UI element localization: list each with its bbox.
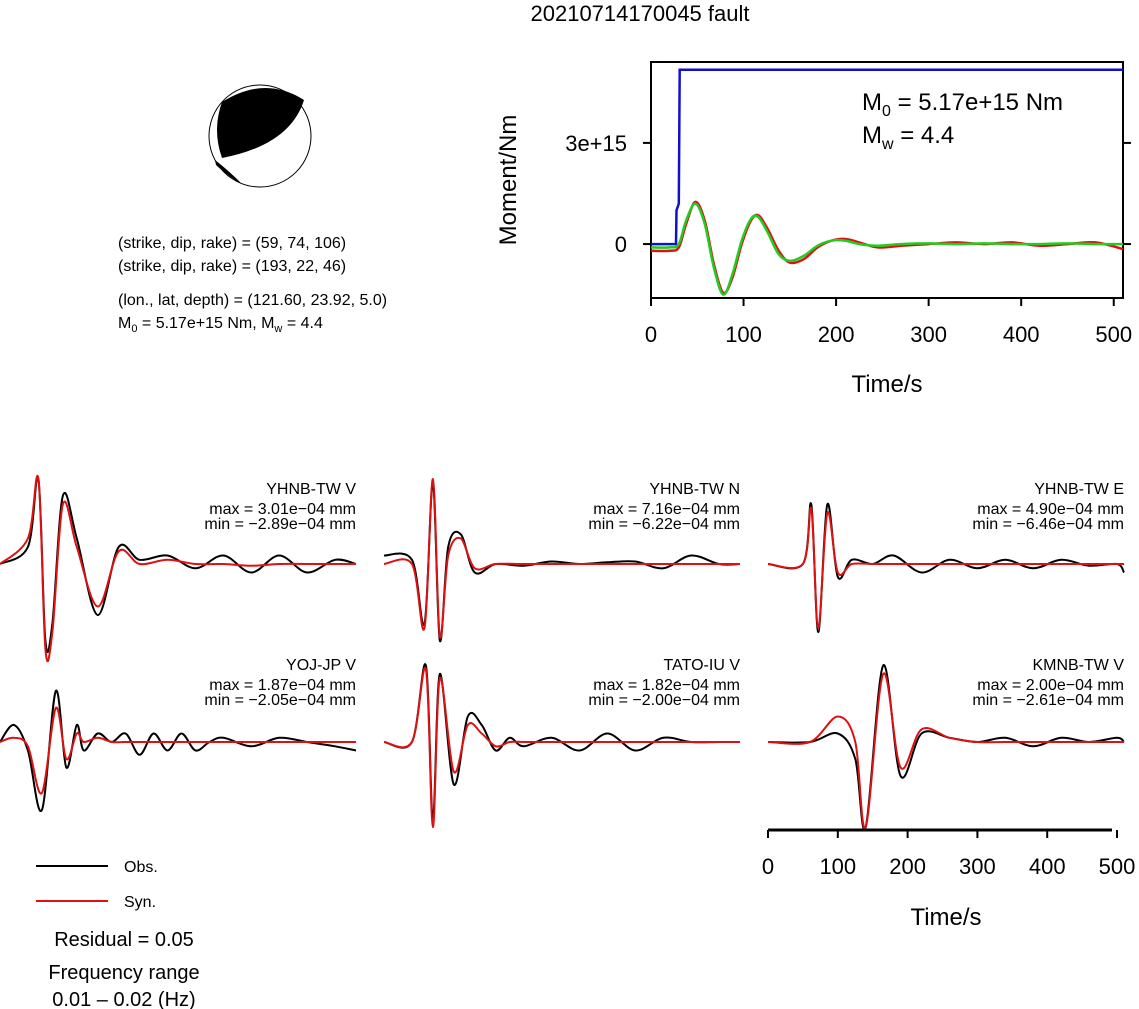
frequency-range-value: 0.01 – 0.02 (Hz): [52, 989, 195, 1009]
moment-y-axis: 0 3e+15: [565, 131, 1131, 257]
moment-x-tick-label: 0: [645, 322, 657, 347]
synthetic-waveform: [383, 477, 740, 639]
station-min: min = −2.00e−04 mm: [588, 692, 740, 709]
waveform-x-tick-label: 0: [762, 854, 774, 879]
waveform-x-tick-label: 100: [819, 854, 856, 879]
moment-x-tick-label: 500: [1095, 322, 1132, 347]
synthetic-waveform: [767, 506, 1124, 629]
legend: Obs. Syn.: [36, 859, 158, 911]
moment-m0-label: M0 = 5.17e+15 Nm: [862, 89, 1063, 120]
legend-obs-label: Obs.: [124, 859, 158, 876]
station-max: max = 3.01e−04 mm: [209, 501, 356, 518]
waveform-x-axis-label: Time/s: [910, 904, 981, 931]
observed-waveform: [767, 664, 1125, 831]
location-text: (lon., lat, depth) = (121.60, 23.92, 5.0…: [118, 292, 387, 309]
moment-plot-frame: [650, 61, 1124, 299]
moment-y-axis-label: Moment/Nm: [495, 115, 522, 246]
moment-y-tick-label: 3e+15: [565, 131, 627, 156]
moment-y-tick-label: 0: [615, 232, 627, 257]
station-min: min = −2.61e−04 mm: [972, 692, 1124, 709]
synthetic-waveform: [383, 667, 740, 829]
waveform-x-tick-label: 500: [1099, 854, 1136, 879]
waveform-x-axis: 0 100 200 300 400 500: [762, 828, 1136, 879]
moment-x-tick-label: 300: [910, 322, 947, 347]
moment-x-axis-label: Time/s: [851, 371, 922, 398]
station-label: YOJ-JP V: [286, 657, 356, 674]
moment-series-step: [651, 68, 1123, 246]
moment-x-tick-label: 200: [818, 322, 855, 347]
station-max: max = 7.16e−04 mm: [593, 501, 740, 518]
focal-mechanism-beachball: [208, 84, 312, 188]
synthetic-waveform: [767, 672, 1124, 829]
station-min: min = −2.05e−04 mm: [204, 692, 356, 709]
figure-title: 20210714170045 fault: [531, 1, 750, 26]
station-max: max = 4.90e−04 mm: [977, 501, 1124, 518]
waveform-x-tick-label: 400: [1029, 854, 1066, 879]
station-min: min = −2.89e−04 mm: [204, 516, 356, 533]
synthetic-waveform: [0, 706, 356, 795]
station-max: max = 1.82e−04 mm: [593, 677, 740, 694]
moment-x-tick-label: 400: [1003, 322, 1040, 347]
moment-series-green: [650, 202, 1124, 296]
station-max: max = 1.87e−04 mm: [209, 677, 356, 694]
legend-syn-label: Syn.: [124, 894, 156, 911]
nodal-plane-1-text: (strike, dip, rake) = (59, 74, 106): [118, 235, 346, 252]
station-min: min = −6.46e−04 mm: [972, 516, 1124, 533]
station-label: YHNB-TW N: [649, 481, 740, 498]
moment-panel: 0 3e+15 0 100 200 300 400 500 M0 = 5.17e+15 Nm…: [495, 61, 1132, 398]
nodal-plane-2-text: (strike, dip, rake) = (193, 22, 46): [118, 258, 346, 275]
waveform-x-tick-label: 200: [889, 854, 926, 879]
frequency-range-label: Frequency range: [48, 962, 199, 984]
moment-series-red: [650, 200, 1124, 295]
moment-x-axis: 0 100 200 300 400 500: [645, 298, 1132, 347]
residual-text: Residual = 0.05: [54, 929, 194, 951]
moment-curves: [650, 68, 1124, 296]
station-label: YHNB-TW E: [1034, 481, 1124, 498]
moment-mw-label: Mw = 4.4: [862, 122, 954, 153]
station-label: YHNB-TW V: [266, 481, 356, 498]
station-label: TATO-IU V: [664, 657, 741, 674]
moment-x-tick-label: 100: [725, 322, 762, 347]
station-min: min = −6.22e−04 mm: [588, 516, 740, 533]
waveform-x-tick-label: 300: [959, 854, 996, 879]
synthetic-waveform: [0, 474, 356, 663]
station-label: KMNB-TW V: [1032, 657, 1124, 674]
station-max: max = 2.00e−04 mm: [977, 677, 1124, 694]
moment-magnitude-text: M0 = 5.17e+15 Nm, Mw = 4.4: [118, 315, 323, 335]
